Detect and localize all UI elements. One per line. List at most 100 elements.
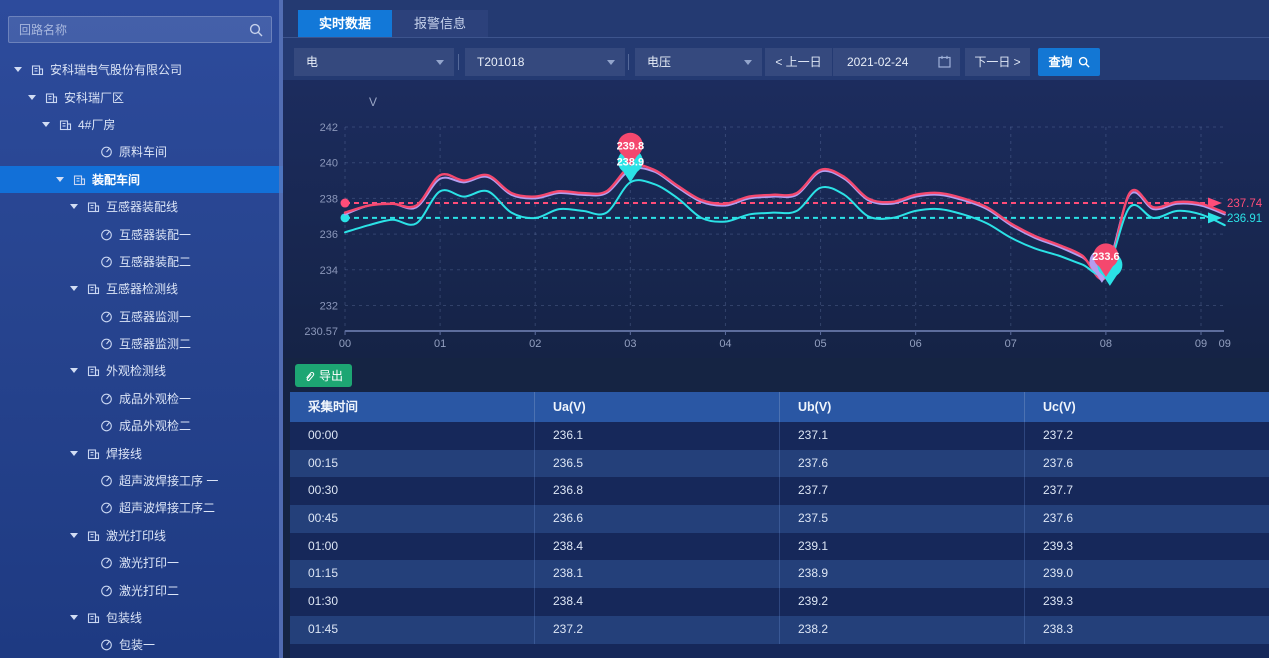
building-icon [73,175,86,185]
caret-down-icon[interactable] [42,121,50,127]
meter-icon [101,311,112,323]
date-picker[interactable]: 2021-02-24 [833,48,960,76]
table-cell: 237.2 [1024,422,1269,450]
tree-node-leaf[interactable]: 超声波焊接工序二 [0,494,283,521]
building-icon [59,120,72,131]
tree-node-label: 激光打印一 [119,556,180,571]
tree-node-label: 互感器装配线 [106,200,179,215]
tree-node-group[interactable]: 4#厂房 [0,111,283,138]
meter-icon [101,475,112,487]
meter-icon [101,585,112,596]
tree-node-label: 互感器监测一 [119,309,192,324]
table-cell: 237.2 [534,615,779,644]
next-day-button[interactable]: 下一日 > [965,48,1030,76]
tree-node-leaf[interactable]: 互感器监测一 [0,303,283,330]
tree-node-leaf[interactable]: 成品外观检二 [0,412,283,439]
tree-node-leaf[interactable]: 激光打印一 [0,549,283,576]
query-label: 查询 [1048,55,1073,69]
tree-node-label: 超声波焊接工序二 [119,501,216,516]
svg-text:02: 02 [529,338,541,350]
caret-down-icon[interactable] [70,286,78,292]
energy-type-select[interactable]: 电 [294,48,454,76]
table-cell: 237.6 [779,449,1024,478]
tree-node-label: 安科瑞电气股份有限公司 [50,63,183,78]
table-row: 00:30 236.8 237.7 237.7 [290,477,1269,506]
caret-down-icon[interactable] [70,615,78,620]
tree-node-label: 成品外观检一 [119,391,192,406]
caret-down-icon[interactable] [14,67,22,73]
date-value: 2021-02-24 [847,55,909,69]
caret-down-icon[interactable] [70,450,78,456]
svg-text:236: 236 [320,229,338,241]
table-cell: 01:00 [308,538,339,553]
tab-realtime-data[interactable]: 实时数据 [298,10,392,37]
query-button[interactable]: 查询 [1038,48,1100,76]
svg-text:240: 240 [320,158,338,170]
export-button[interactable]: 导出 [295,364,352,387]
tree-node-group[interactable]: 互感器检测线 [0,275,283,302]
svg-text:05: 05 [814,338,826,350]
chevron-down-icon [607,60,615,65]
tab-alarm-info[interactable]: 报警信息 [392,10,488,37]
building-icon [87,202,100,213]
svg-text:239.8: 239.8 [617,140,645,152]
device-select[interactable]: T201018 [465,48,625,76]
search-icon[interactable] [249,23,263,37]
tree-node-label: 包装线 [106,611,143,625]
caret-down-icon[interactable] [28,94,36,100]
tree-node-label: 互感器装配一 [119,227,192,242]
tree-node-leaf[interactable]: 互感器装配二 [0,248,283,275]
svg-text:242: 242 [320,122,338,134]
table-cell: 237.6 [1024,505,1269,533]
readings-table: 采集时间 Ua(V) Ub(V) Uc(V) 00:00 236.1 237.1 237.2 0… [290,392,1269,658]
search-input[interactable] [9,17,271,42]
tree-node-leaf[interactable]: 包装一 [0,631,283,658]
svg-text:236.91: 236.91 [1227,213,1262,225]
tree-node-group[interactable]: 焊接线 [0,439,283,466]
svg-text:238: 238 [320,193,338,205]
table-cell: 239.3 [1024,588,1269,616]
caret-down-icon[interactable] [70,204,78,210]
svg-text:237.74: 237.74 [1227,198,1263,210]
metric-select[interactable]: 电压 [635,48,762,76]
tree-node-group[interactable]: 安科瑞电气股份有限公司 [0,56,283,83]
tree-node-label: 超声波焊接工序 一 [119,474,219,489]
meter-icon [101,147,112,158]
tree-node-group[interactable]: 安科瑞厂区 [0,83,283,110]
tree-node-group[interactable]: 包装线 [0,604,283,631]
table-cell: 239.2 [779,588,1024,616]
tree-node-label: 互感器监测二 [119,337,192,352]
table-row-partial [290,643,1269,658]
table-cell: 00:15 [308,455,339,470]
table-row: 01:30 238.4 239.2 239.3 [290,588,1269,616]
tree-node-label: 装配车间 [92,172,141,187]
tree-node-label: 安科瑞厂区 [64,90,125,105]
tree-node-label: 4#厂房 [78,117,116,132]
tree-node-group[interactable]: 装配车间 [0,165,283,193]
tree-node-group[interactable]: 互感器装配线 [0,193,283,220]
tree-node-leaf[interactable]: 成品外观检一 [0,385,283,412]
tree-node-group[interactable]: 外观检测线 [0,357,283,384]
caret-down-icon[interactable] [70,532,78,538]
svg-text:233.6: 233.6 [1092,251,1120,263]
table-cell: 237.6 [1024,449,1269,478]
meter-icon [101,338,112,350]
tree-node-leaf[interactable]: 激光打印二 [0,576,283,603]
metric-value: 电压 [647,55,672,69]
tree-node-leaf[interactable]: 原料车间 [0,138,283,165]
caret-down-icon[interactable] [56,176,64,182]
table-cell: 236.8 [534,477,779,506]
tree-node-leaf[interactable]: 互感器装配一 [0,220,283,247]
chevron-down-icon [744,60,752,65]
tree-node-leaf[interactable]: 超声波焊接工序 一 [0,467,283,494]
tree-node-group[interactable]: 激光打印线 [0,522,283,549]
svg-text:08: 08 [1100,338,1112,350]
table-cell: 238.1 [534,560,779,589]
caret-down-icon[interactable] [70,368,78,374]
table-cell: 00:30 [308,483,339,498]
svg-text:04: 04 [719,338,731,350]
table-cell: 238.4 [534,532,779,561]
sidebar-scrollbar[interactable] [279,0,283,658]
tree-node-leaf[interactable]: 互感器监测二 [0,330,283,357]
prev-day-button[interactable]: < 上一日 [765,48,832,76]
